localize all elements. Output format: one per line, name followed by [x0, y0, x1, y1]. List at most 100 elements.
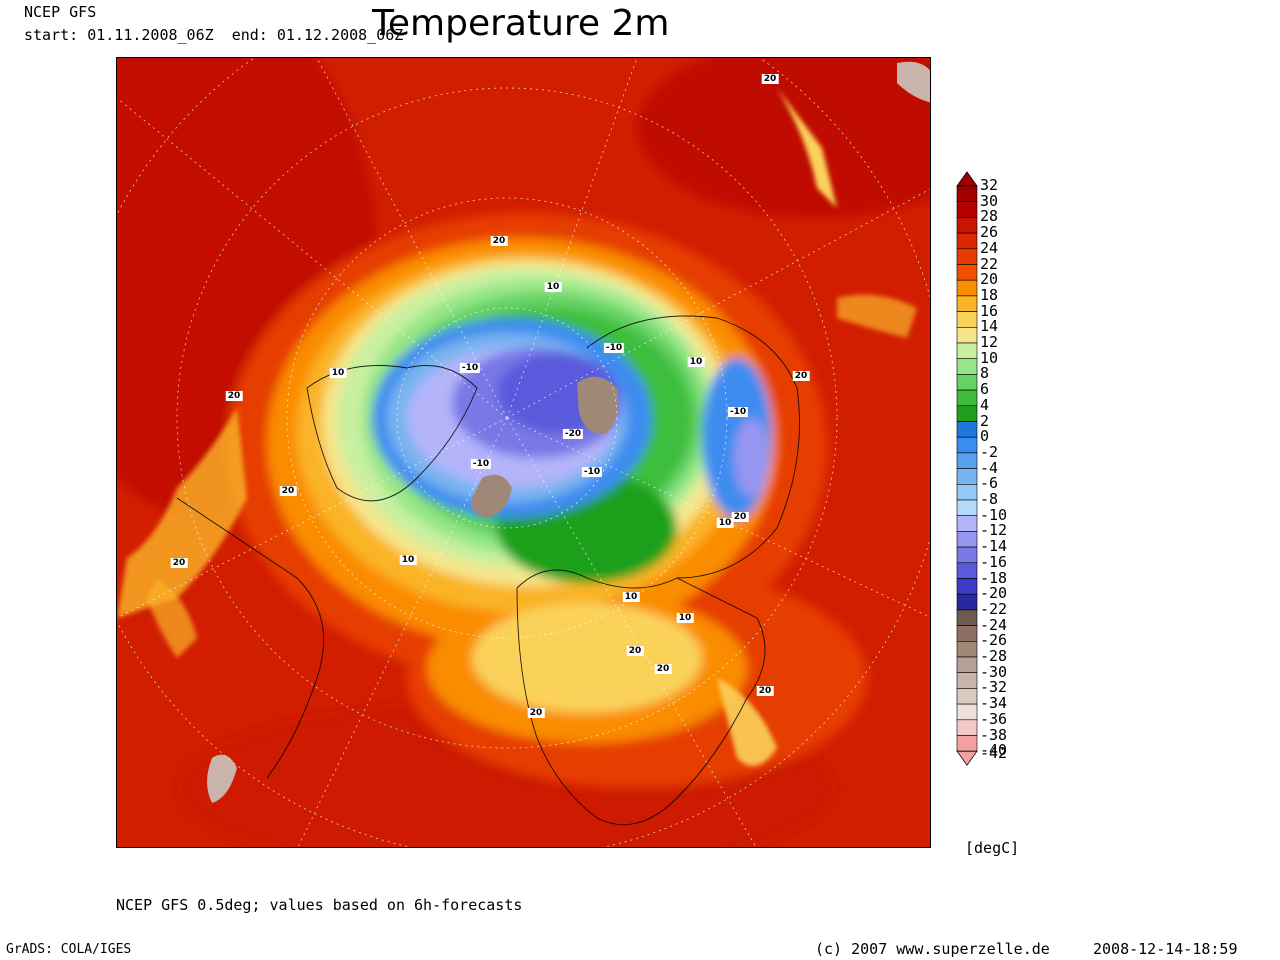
legend-tick-label: 0: [980, 427, 990, 446]
legend-swatch: [956, 609, 978, 626]
legend-tick-label: -36: [980, 709, 1008, 728]
legend-tick-label: 8: [980, 364, 990, 383]
legend-tick-label: -30: [980, 662, 1008, 681]
legend-tick-label: -24: [980, 615, 1008, 634]
legend-tick-label: 26: [980, 223, 999, 242]
copyright: (c) 2007 www.superzelle.de: [815, 940, 1050, 958]
contour-label: 20: [792, 371, 810, 381]
legend-tick-label: -42: [980, 744, 1008, 763]
temperature-map: 20 20 20 20 20 20 20 20 20 20 20 10 10 1…: [116, 57, 931, 848]
legend-swatch: [956, 185, 978, 202]
timestamp: 2008-12-14-18:59: [1093, 940, 1238, 958]
contour-label: -10: [470, 459, 492, 469]
legend-swatch: [956, 201, 978, 218]
legend-tick-label: -2: [980, 442, 999, 461]
legend-tick-label: 24: [980, 238, 999, 257]
legend-swatch: [956, 248, 978, 265]
legend-swatch: [956, 279, 978, 297]
legend-swatch: [956, 546, 978, 564]
software-credit: GrADS: COLA/IGES: [6, 942, 132, 957]
legend-tick-label: 4: [980, 395, 990, 414]
legend-tick-label: -34: [980, 694, 1008, 713]
contour-label: 20: [279, 486, 297, 496]
legend-swatch: [956, 452, 978, 469]
legend-tick-label: -8: [980, 490, 999, 508]
contour-label: 10: [329, 368, 347, 378]
legend-tick-label: 14: [980, 317, 999, 336]
legend-tick-label: 22: [980, 254, 999, 273]
legend-tick-label: -26: [980, 631, 1008, 650]
forecast-period: start: 01.11.2008_06Z end: 01.12.2008_06…: [24, 26, 404, 44]
legend-tick-label: 18: [980, 285, 999, 304]
legend-tick-label: -14: [980, 537, 1008, 556]
contour-label: 20: [731, 512, 749, 522]
legend-swatch: [956, 483, 978, 501]
contour-label: 20: [225, 391, 243, 401]
legend-swatch: [956, 358, 978, 375]
legend-swatch: [956, 688, 978, 705]
contour-label: 10: [716, 518, 734, 528]
contour-label: 10: [399, 555, 417, 565]
legend-swatch: [956, 264, 978, 281]
map-title: Temperature 2m: [372, 3, 670, 44]
contour-label: 20: [490, 236, 508, 246]
legend-swatch: [956, 515, 978, 532]
legend-tick-label: 12: [980, 333, 999, 351]
legend-swatch: [956, 703, 978, 721]
legend-swatch: [956, 578, 978, 595]
legend-tick-label: 6: [980, 380, 990, 399]
legend-colorbar: [956, 171, 978, 766]
legend-tick-label: -32: [980, 678, 1008, 697]
legend-swatch: [956, 327, 978, 344]
legend-tick-label: 2: [980, 411, 990, 430]
contour-label: -20: [562, 429, 584, 439]
legend-swatch: [956, 640, 978, 658]
legend-swatch: [956, 593, 978, 611]
legend-tick-label: 30: [980, 191, 999, 210]
contour-label: 10: [544, 282, 562, 292]
legend-tick-label: -12: [980, 521, 1008, 540]
contour-label: 20: [761, 74, 779, 84]
legend-swatch: [956, 374, 978, 391]
contour-label: 20: [756, 686, 774, 696]
legend-swatch: [956, 342, 978, 359]
color-legend: 32 30 28 26 24 22 20 18 16 14 12 10 8 6 4 2 0 -2 -4 -6 -8 -10…: [956, 168, 1066, 788]
legend-swatch: [956, 656, 978, 673]
contour-label: -10: [581, 467, 603, 477]
legend-arrow-high: [956, 171, 978, 187]
legend-tick-label: -6: [980, 474, 999, 493]
legend-swatch: [956, 719, 978, 736]
contour-label: 20: [626, 646, 644, 656]
contour-label: -10: [603, 343, 625, 353]
source-note: NCEP GFS 0.5deg; values based on 6h-fore…: [116, 896, 523, 914]
contour-label: 20: [654, 664, 672, 674]
contour-label: -10: [459, 363, 481, 373]
legend-tick-label: 32: [980, 176, 999, 194]
legend-swatch: [956, 311, 978, 328]
contour-label: 10: [676, 613, 694, 623]
temperature-field: [117, 58, 930, 847]
legend-unit: [degC]: [965, 839, 1020, 857]
legend-swatch: [956, 531, 978, 548]
legend-tick-label: 28: [980, 207, 999, 226]
legend-swatch: [956, 672, 978, 689]
legend-tick-label: -38: [980, 725, 1008, 744]
contour-label: 10: [622, 592, 640, 602]
contour-label: 20: [527, 708, 545, 718]
model-name: NCEP GFS: [24, 3, 97, 21]
contour-label: 10: [687, 357, 705, 367]
legend-tick-label: -22: [980, 599, 1008, 618]
contour-label: 20: [170, 558, 188, 568]
legend-tick-label: -20: [980, 584, 1008, 603]
legend-swatch: [956, 232, 978, 250]
legend-swatch: [956, 217, 978, 234]
legend-swatch: [956, 499, 978, 516]
legend-swatch: [956, 389, 978, 407]
legend-tick-label: 10: [980, 348, 999, 367]
legend-tick-label: -10: [980, 505, 1008, 524]
legend-swatch: [956, 405, 978, 422]
legend-tick-label: -18: [980, 568, 1008, 587]
legend-tick-label: -4: [980, 458, 999, 477]
legend-swatch: [956, 468, 978, 485]
legend-arrow-low: [956, 750, 978, 766]
